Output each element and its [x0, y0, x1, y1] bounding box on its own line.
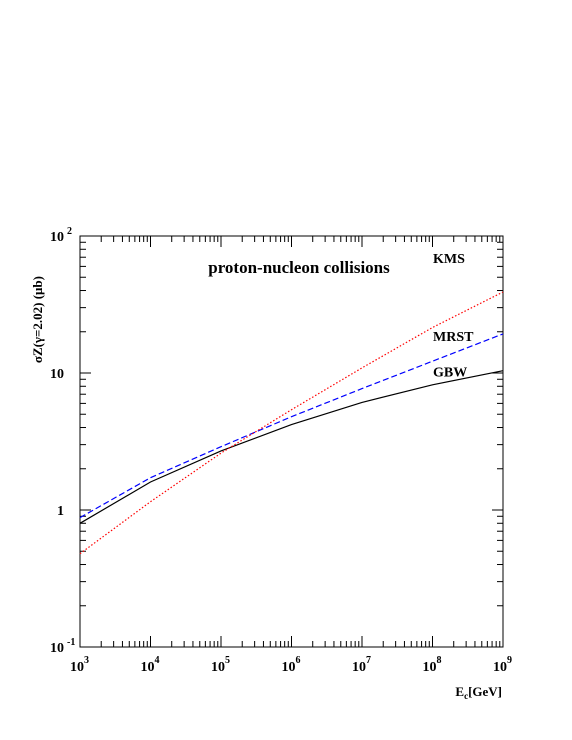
x-tick-label-exp: 7 [366, 655, 371, 666]
x-tick-label-exp: 3 [84, 655, 89, 666]
x-tick-label-base: 10 [493, 660, 507, 675]
x-tick-label-base: 10 [211, 660, 225, 675]
chart-title: proton-nucleon collisions [208, 258, 390, 277]
x-tick-label-base: 10 [282, 660, 296, 675]
x-tick-label-base: 10 [141, 660, 155, 675]
y-axis-label: σZ(γ=2.02) (μb) [30, 276, 45, 363]
x-tick-label: 108 [423, 655, 442, 675]
x-tick-label: 104 [141, 655, 160, 675]
x-tick-label-exp: 8 [437, 655, 442, 666]
y-tick-label-exp: 2 [67, 226, 72, 237]
x-tick-label: 103 [70, 655, 89, 675]
series-label-kms: KMS [433, 252, 465, 267]
series-labels: GBW MRST KMS [433, 252, 474, 381]
y-tick-label-exp: -1 [67, 637, 75, 648]
x-axis-label-subscript: c [464, 691, 468, 701]
y-tick-label: 10 [50, 230, 64, 245]
y-tick-label-base: 1 [57, 504, 64, 519]
x-axis-label-unit: [GeV] [468, 684, 502, 699]
series-label-mrst: MRST [433, 330, 474, 345]
x-tick-label: 105 [211, 655, 230, 675]
series-line-mrst [79, 333, 504, 519]
series-line-kms [79, 291, 504, 555]
y-tick-label: 10 [50, 641, 64, 656]
x-tick-label-exp: 4 [155, 655, 160, 666]
x-tick-label-base: 10 [70, 660, 84, 675]
x-tick-label-base: 10 [352, 660, 366, 675]
x-axis-label-symbol: E [455, 684, 464, 699]
x-tick-label-exp: 5 [225, 655, 230, 666]
y-tick-label-base: 10 [50, 641, 64, 656]
axis-ticks [79, 235, 504, 648]
series-lines [79, 291, 504, 555]
y-tick-label-base: 10 [50, 230, 64, 245]
x-tick-label: 106 [282, 655, 301, 675]
y-tick-label-base: 10 [50, 367, 64, 382]
y-tick-label: 1 [57, 504, 64, 519]
x-tick-label: 109 [493, 655, 512, 675]
x-tick-label-exp: 9 [507, 655, 512, 666]
x-axis-label: Ec[GeV] [455, 684, 502, 701]
x-tick-label-base: 10 [423, 660, 437, 675]
series-label-gbw: GBW [433, 366, 467, 381]
x-tick-label: 107 [352, 655, 371, 675]
series-line-gbw [79, 370, 504, 524]
x-tick-label-exp: 6 [296, 655, 301, 666]
plot-frame [79, 235, 504, 648]
y-tick-label: 10 [50, 367, 64, 382]
